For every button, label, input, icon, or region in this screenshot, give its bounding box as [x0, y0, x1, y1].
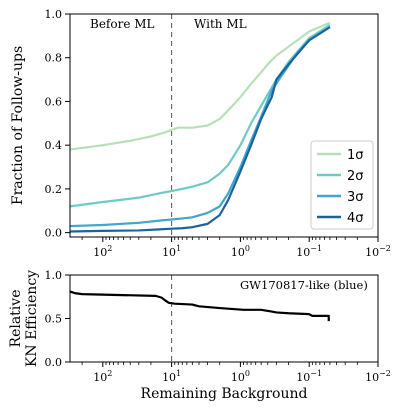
top-plot-frame	[69, 13, 379, 238]
series-line-4sigma	[69, 26, 331, 233]
top-y-tick-label: 0.4	[45, 139, 63, 152]
top-y-tick-label: 0.0	[45, 227, 63, 240]
top-x-tick-label: 10−2	[365, 244, 391, 259]
bottom-y-tick-label: 1.0	[45, 269, 63, 282]
region-label-before: Before ML	[90, 17, 155, 31]
legend: 1σ 2σ 3σ 4σ	[310, 140, 374, 230]
bottom-x-tick-label: 10−2	[365, 369, 391, 384]
event-annotation: GW170817-like (blue)	[240, 278, 368, 292]
top-y-tick-label: 0.2	[45, 183, 63, 196]
bottom-x-tick-label: 100	[231, 369, 250, 384]
top-y-tick-label: 0.6	[45, 95, 63, 108]
bottom-y-tick-label: 0.5	[45, 313, 63, 326]
top-series-group	[69, 21, 331, 233]
bottom-x-tick-label: 102	[93, 369, 112, 384]
series-line-1sigma	[69, 21, 331, 151]
bottom-x-tick-label: 10−1	[296, 369, 322, 384]
top-x-tick-label: 102	[93, 244, 112, 259]
efficiency-line	[69, 290, 330, 322]
top-x-tick-label: 100	[231, 244, 250, 259]
bottom-series-group	[69, 290, 330, 322]
top-ticks: 102 101 100 10−1 10−2 0.0 0.2 0.4 0.6 0.8 1.0	[45, 8, 391, 259]
top-x-tick-label: 101	[162, 244, 181, 259]
top-y-axis-label: Fraction of Follow-ups	[10, 46, 26, 205]
bottom-y-axis-label-line2: KN Efficiency	[24, 270, 40, 367]
x-axis-label: Remaining Background	[141, 386, 308, 402]
bottom-y-tick-label: 0.0	[45, 356, 63, 369]
bottom-y-axis-label-line1: Relative	[8, 290, 24, 348]
top-y-tick-label: 1.0	[45, 8, 63, 21]
series-line-2sigma	[69, 24, 331, 208]
bottom-x-tick-label: 101	[162, 369, 181, 384]
series-line-3sigma	[69, 26, 331, 228]
legend-label-1sigma: 1σ	[347, 148, 364, 163]
top-x-tick-label: 10−1	[296, 244, 322, 259]
legend-label-3sigma: 3σ	[347, 190, 364, 205]
region-label-after: With ML	[194, 17, 247, 31]
top-y-tick-label: 0.8	[45, 52, 63, 65]
legend-label-2sigma: 2σ	[347, 169, 364, 184]
legend-label-4sigma: 4σ	[347, 211, 364, 226]
top-panel: 102 101 100 10−1 10−2 0.0 0.2 0.4 0.6 0.8 1.0 Befo…	[10, 8, 391, 259]
bottom-ticks: 102 101 100 10−1 10−2 0.0 0.5 1.0	[45, 269, 391, 384]
legend-box	[310, 140, 374, 230]
bottom-panel: 102 101 100 10−1 10−2 0.0 0.5 1.0 GW170817-like…	[8, 269, 391, 402]
